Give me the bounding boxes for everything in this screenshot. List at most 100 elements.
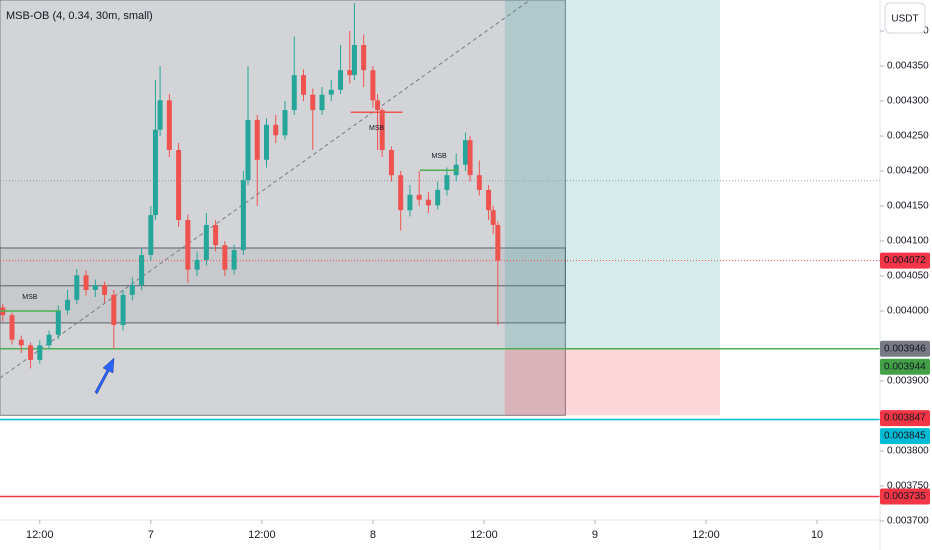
candle-body — [222, 245, 228, 270]
indicator-label: MSB-OB (4, 0.34, 30m, small) — [6, 10, 153, 22]
zone — [504, 0, 720, 349]
zones — [0, 0, 720, 416]
zone — [504, 348, 720, 416]
candle-body — [263, 124, 269, 160]
candle-body — [435, 189, 441, 206]
candle-body — [194, 259, 200, 270]
x-axis: 12:00 7 12:00 8 12:00 9 12:00 10 — [26, 520, 823, 541]
candle-body — [129, 285, 135, 295]
y-tick-label: 0.003800 — [887, 446, 929, 457]
msb-label: MSB — [431, 153, 447, 160]
x-tick-label: 7 — [148, 529, 154, 541]
y-tick-label: 0.004050 — [887, 271, 929, 282]
candle-body — [92, 285, 98, 290]
candle-body — [37, 345, 43, 360]
y-tick-label: 0.003900 — [887, 376, 929, 387]
candle-body — [46, 334, 52, 346]
candle-body — [166, 100, 172, 151]
candle-body — [310, 94, 316, 111]
candle-body — [111, 294, 117, 325]
candle-body — [328, 89, 334, 95]
y-tick-label: 0.003700 — [887, 516, 929, 527]
candle-body — [347, 70, 353, 76]
price-label: 0.003946 — [884, 343, 926, 354]
candle-body — [319, 94, 325, 111]
candle-body — [139, 254, 145, 286]
x-tick-label: 8 — [370, 529, 376, 541]
candle-body — [407, 194, 413, 211]
candle-body — [65, 299, 71, 311]
trend-line — [0, 0, 531, 379]
candle-body — [18, 339, 24, 346]
candle-body — [55, 310, 61, 335]
x-tick-label: 12:00 — [470, 529, 498, 541]
candle-body — [351, 45, 357, 76]
y-axis: 0.0037000.0037500.0038000.0038500.003900… — [880, 26, 930, 527]
y-tick-label: 0.003750 — [887, 481, 929, 492]
candle-body — [231, 250, 237, 270]
candle-body — [398, 175, 404, 211]
candle-body — [375, 100, 381, 111]
price-label-bg — [880, 488, 930, 505]
currency-label[interactable]: USDT — [891, 14, 918, 25]
x-tick-label: 12:00 — [248, 529, 276, 541]
price-label-bg — [880, 358, 930, 375]
price-label: 0.003847 — [884, 413, 926, 424]
price-label-bg — [880, 410, 930, 427]
candle-body — [486, 189, 492, 211]
x-tick-label: 10 — [811, 529, 823, 541]
candle-body — [74, 275, 80, 300]
y-tick-label: 0.004250 — [887, 131, 929, 142]
price-label-bg — [880, 252, 930, 269]
candles — [0, 3, 501, 369]
msb-label: MSB — [369, 125, 385, 132]
candle-body — [416, 194, 422, 200]
candle-body — [291, 75, 297, 111]
candle-body — [203, 224, 209, 260]
candle-body — [273, 124, 279, 136]
plot-area: MSB MSB MSB — [0, 0, 880, 498]
y-tick-label: 0.004350 — [887, 61, 929, 72]
x-tick-label: 9 — [592, 529, 598, 541]
candle-body — [148, 215, 154, 255]
y-tick-label: 0.004300 — [887, 96, 929, 107]
markers: MSB MSB MSB — [0, 111, 459, 312]
currency-button[interactable] — [884, 2, 926, 34]
candle-body — [425, 199, 431, 206]
price-label-bg — [880, 428, 930, 445]
candle-body — [120, 294, 126, 325]
candle-body — [361, 45, 367, 71]
y-tick-label: 0.004000 — [887, 306, 929, 317]
candle-body — [467, 140, 473, 176]
x-tick-label: 12:00 — [692, 529, 720, 541]
candle-body — [213, 224, 219, 246]
price-label: 0.003944 — [884, 361, 926, 372]
candle-body — [338, 70, 344, 90]
x-tick-label: 12:00 — [26, 529, 54, 541]
candle-body — [176, 150, 182, 220]
candle-body — [388, 150, 394, 176]
arrow-icon — [94, 357, 115, 395]
candle-body — [495, 224, 501, 261]
price-lines — [0, 180, 880, 498]
candle-body — [282, 110, 288, 136]
candle-body — [476, 175, 482, 190]
candle-body — [444, 175, 450, 190]
candle-body — [102, 285, 108, 295]
zone — [0, 0, 566, 416]
candle-body — [370, 70, 376, 101]
candle-body — [301, 75, 307, 95]
candle-body — [245, 119, 251, 181]
candle-body — [462, 140, 468, 165]
candle-body — [28, 345, 34, 360]
price-label: 0.003735 — [884, 491, 926, 502]
candle-body — [9, 315, 15, 340]
y-tick-label: 0.004150 — [887, 201, 929, 212]
candle-body — [240, 180, 246, 251]
candle-body — [185, 219, 191, 270]
price-label: 0.003845 — [884, 431, 926, 442]
price-label-bg — [880, 340, 930, 357]
y-tick-label: 0.004200 — [887, 166, 929, 177]
candle-body — [379, 110, 385, 151]
candle-body — [152, 129, 158, 216]
